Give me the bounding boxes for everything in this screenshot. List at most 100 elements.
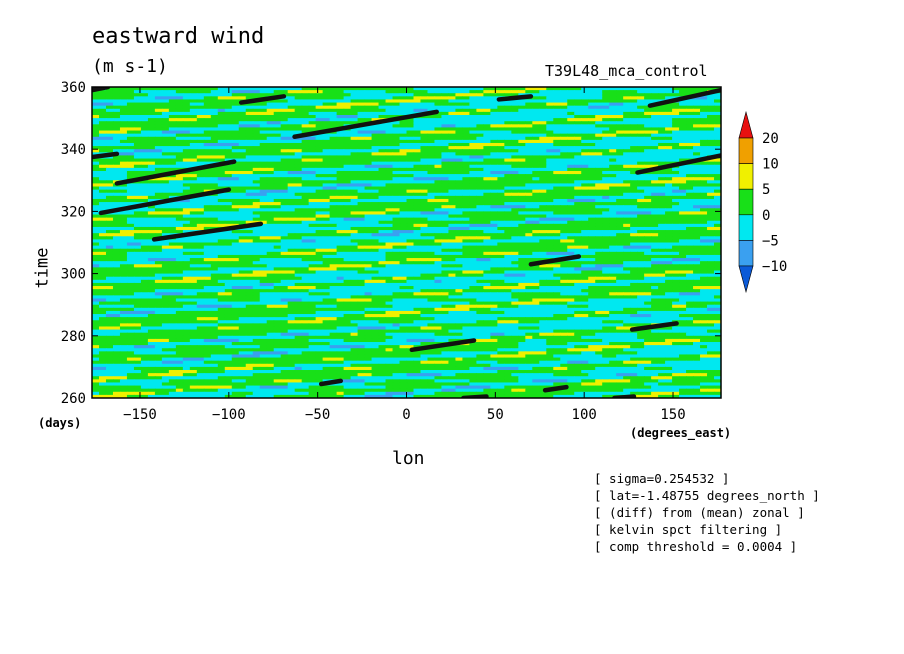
field-cell xyxy=(448,180,457,185)
field-cell xyxy=(651,239,659,244)
field-cell xyxy=(532,87,540,91)
field-cell xyxy=(245,114,254,119)
field-cell xyxy=(147,205,156,209)
field-cell xyxy=(182,155,191,160)
field-cell xyxy=(518,87,526,91)
field-cell xyxy=(420,254,429,259)
field-cell xyxy=(714,170,721,175)
field-cell xyxy=(322,245,331,250)
field-cell xyxy=(427,245,436,250)
field-cell xyxy=(112,93,121,97)
field-cell xyxy=(665,220,673,225)
field-cell xyxy=(455,167,464,172)
field-cell xyxy=(539,136,547,141)
field-cell xyxy=(413,251,422,256)
field-cell xyxy=(182,236,191,240)
field-cell xyxy=(147,217,156,222)
field-cell xyxy=(259,217,268,222)
field-cell xyxy=(392,152,401,157)
field-cell xyxy=(252,198,261,203)
field-cell xyxy=(665,195,673,200)
field-cell xyxy=(693,208,701,212)
field-cell xyxy=(287,174,296,178)
field-cell xyxy=(679,233,687,237)
field-cell xyxy=(700,121,708,125)
field-cell xyxy=(217,87,226,91)
field-cell xyxy=(112,186,121,191)
field-cell xyxy=(448,118,457,122)
field-cell xyxy=(133,170,142,175)
field-cell xyxy=(532,202,540,206)
field-cell xyxy=(623,211,631,216)
field-cell xyxy=(588,245,596,250)
field-cell xyxy=(399,245,408,250)
field-cell xyxy=(238,192,247,197)
field-cell xyxy=(595,211,603,216)
field-cell xyxy=(532,170,540,175)
field-cell xyxy=(350,254,359,259)
field-cell xyxy=(707,99,715,104)
field-cell xyxy=(147,114,156,119)
field-cell xyxy=(497,127,505,132)
field-cell xyxy=(679,198,687,203)
field-cell xyxy=(168,149,177,153)
field-cell xyxy=(385,161,394,166)
field-cell xyxy=(378,108,387,113)
field-cell xyxy=(574,105,582,110)
field-cell xyxy=(322,198,331,203)
field-cell xyxy=(133,186,142,191)
field-cell xyxy=(665,121,673,125)
field-cell xyxy=(686,142,694,147)
field-cell xyxy=(644,102,652,107)
field-cell xyxy=(133,233,142,237)
field-cell xyxy=(525,205,533,209)
field-cell xyxy=(707,198,715,203)
field-cell xyxy=(238,87,247,91)
field-cell xyxy=(112,189,121,194)
field-cell xyxy=(140,99,149,104)
field-cell xyxy=(308,158,317,163)
field-cell xyxy=(168,183,177,188)
field-cell xyxy=(140,236,149,240)
field-cell xyxy=(679,118,687,122)
field-cell xyxy=(420,102,429,107)
field-cell xyxy=(616,111,624,116)
field-cell xyxy=(623,223,631,228)
field-cell xyxy=(98,161,107,166)
field-cell xyxy=(679,149,687,153)
field-cell xyxy=(175,248,184,253)
field-cell xyxy=(224,127,233,132)
field-cell xyxy=(623,208,631,212)
field-cell xyxy=(371,205,380,209)
field-cell xyxy=(140,90,149,94)
field-cell xyxy=(497,242,505,247)
field-cell xyxy=(504,87,512,91)
field-cell xyxy=(469,105,477,110)
field-cell xyxy=(658,152,666,157)
field-cell xyxy=(287,96,296,101)
field-cell xyxy=(525,211,533,216)
field-cell xyxy=(301,161,310,166)
field-cell xyxy=(588,124,596,129)
field-cell xyxy=(658,236,666,240)
field-cell xyxy=(161,93,170,97)
field-cell xyxy=(203,180,212,185)
field-cell xyxy=(413,136,422,141)
field-cell xyxy=(399,93,408,97)
field-cell xyxy=(539,202,547,206)
field-cell xyxy=(119,102,128,107)
field-cell xyxy=(504,233,512,237)
field-cell xyxy=(413,208,422,212)
field-cell xyxy=(567,93,575,97)
field-cell xyxy=(455,242,464,247)
field-cell xyxy=(546,108,554,113)
field-cell xyxy=(343,251,352,256)
field-cell xyxy=(581,208,589,212)
field-cell xyxy=(399,127,408,132)
field-cell xyxy=(273,239,282,244)
field-cell xyxy=(336,217,345,222)
field-cell xyxy=(98,149,107,153)
field-cell xyxy=(315,170,324,175)
field-cell xyxy=(364,230,373,234)
field-cell xyxy=(609,108,617,113)
